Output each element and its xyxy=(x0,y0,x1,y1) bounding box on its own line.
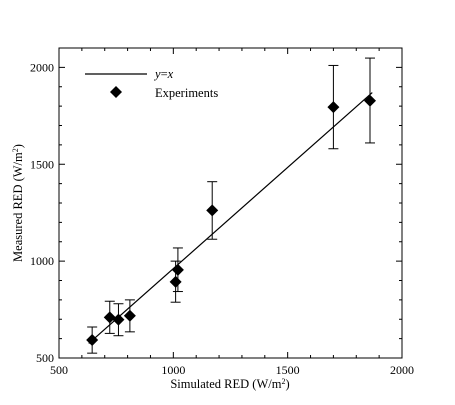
fit-line-group xyxy=(88,92,373,344)
x-axis-title: Simulated RED (W/m2) xyxy=(170,377,289,391)
y-tick-label: 2000 xyxy=(30,60,54,74)
yx-line xyxy=(88,92,373,344)
x-tick-label: 500 xyxy=(50,363,68,377)
y-tick-label: 500 xyxy=(36,351,54,365)
tick-labels: 500 1000 1500 2000 500 1000 1500 2000 xyxy=(30,60,414,377)
data-point-diamond xyxy=(86,333,99,346)
data-point-diamond xyxy=(327,101,340,114)
axis-ticks xyxy=(58,48,403,359)
data-point-diamond xyxy=(363,94,376,107)
data-point-diamond xyxy=(171,263,184,276)
legend-label-yx: y=x xyxy=(153,67,174,81)
data-point-diamond xyxy=(123,309,136,322)
data-point-diamond xyxy=(206,204,219,217)
legend-diamond-swatch xyxy=(110,86,122,98)
legend-label-experiments: Experiments xyxy=(155,86,218,100)
data-points xyxy=(86,57,376,354)
data-point-diamond xyxy=(112,313,125,326)
data-point-diamond xyxy=(169,275,182,288)
y-tick-label: 1000 xyxy=(30,254,54,268)
plot-frame xyxy=(58,47,403,359)
y-axis-title: Measured RED (W/m2) xyxy=(11,144,25,262)
y-tick-label: 1500 xyxy=(30,157,54,171)
x-tick-label: 1000 xyxy=(161,363,185,377)
legend: y=x Experiments xyxy=(85,67,218,100)
x-tick-label: 1500 xyxy=(276,363,300,377)
data-point-diamond xyxy=(103,311,116,324)
x-tick-label: 2000 xyxy=(390,363,414,377)
